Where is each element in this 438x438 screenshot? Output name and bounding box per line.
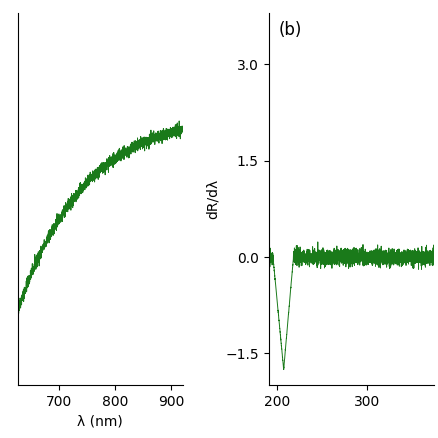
X-axis label: λ (nm): λ (nm)	[77, 415, 123, 429]
Y-axis label: dR/dλ: dR/dλ	[205, 179, 219, 219]
Text: (b): (b)	[279, 21, 302, 39]
